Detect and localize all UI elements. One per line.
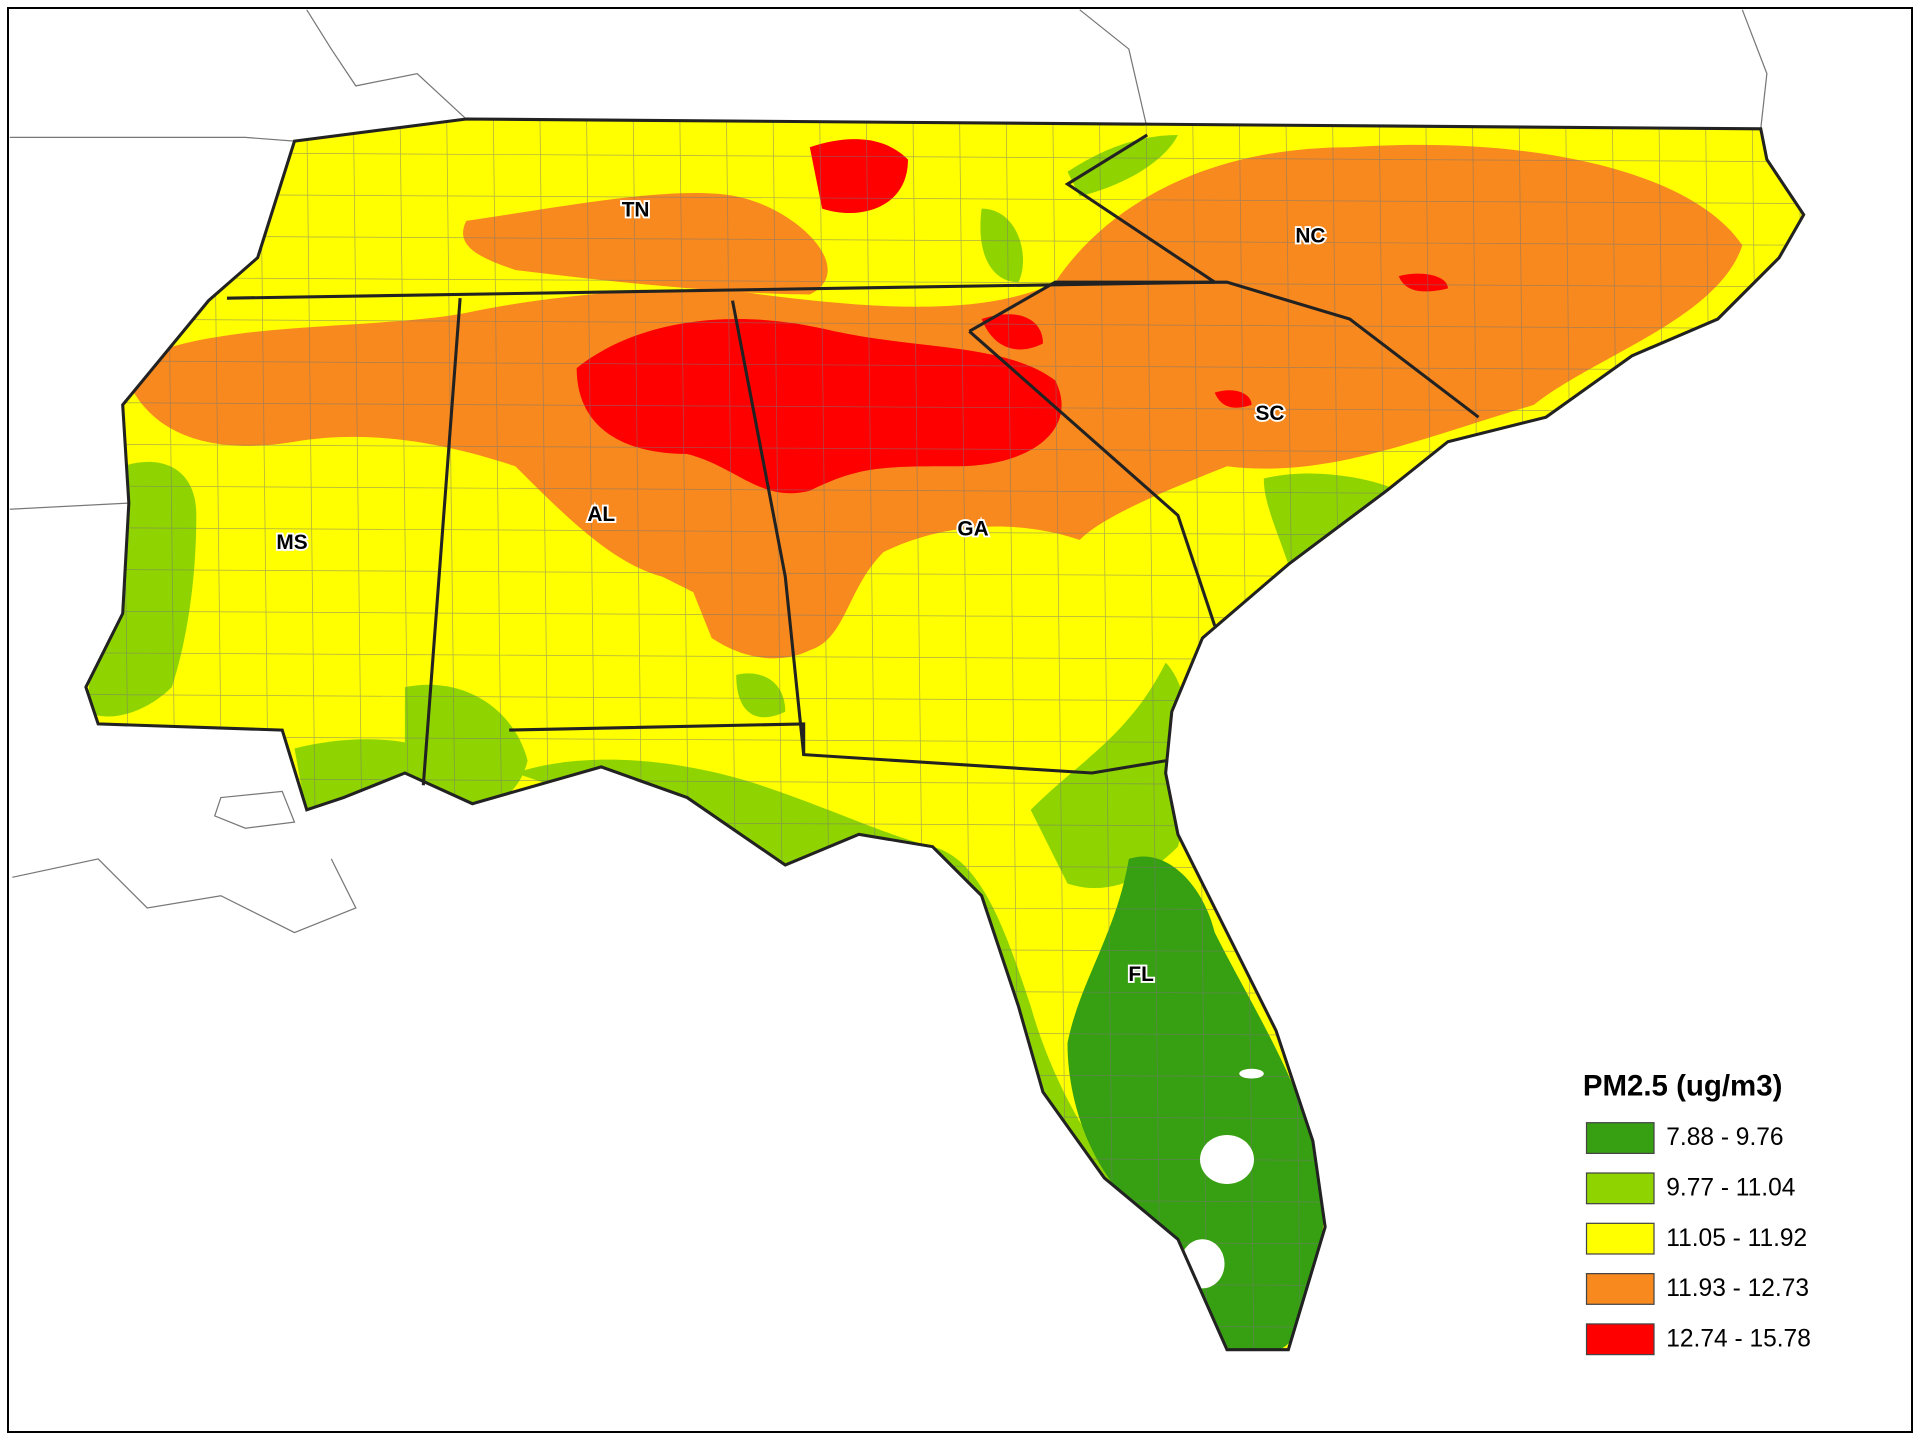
pm25-area	[1398, 273, 1448, 292]
pm25-area	[404, 684, 528, 810]
state-labels: TN NC MS AL GA SC FL	[275, 197, 1328, 988]
legend-swatch	[1585, 1122, 1655, 1154]
legend-swatch	[1585, 1172, 1655, 1205]
pm25-area	[1263, 473, 1399, 565]
state-label: GA	[957, 518, 988, 541]
pm25-area	[463, 192, 828, 295]
background-outlines	[9, 9, 1768, 934]
legend-label: 12.74 - 15.78	[1666, 1325, 1811, 1352]
state-label: MS	[276, 531, 307, 554]
legend: PM2.5 (ug/m3) 7.88 - 9.76 9.77 - 11.04 11.…	[1583, 1070, 1811, 1356]
legend-label: 11.05 - 11.92	[1666, 1225, 1807, 1252]
pm25-area	[809, 139, 908, 214]
legend-label: 9.77 - 11.04	[1666, 1174, 1795, 1201]
pm25-area	[1067, 134, 1178, 197]
state-label: SC	[1255, 402, 1284, 425]
legend-swatch	[1585, 1273, 1655, 1305]
legend-label: 11.93 - 12.73	[1666, 1275, 1809, 1302]
pm25-area	[1067, 856, 1326, 1350]
legend-title: PM2.5 (ug/m3)	[1583, 1070, 1783, 1103]
legend-label: 7.88 - 9.76	[1666, 1124, 1783, 1151]
pm25-area	[736, 673, 786, 718]
pm25-area	[576, 319, 1062, 494]
state-label: TN	[622, 199, 650, 222]
water-area	[1239, 1068, 1264, 1079]
water-area	[1200, 1134, 1254, 1185]
state-borders	[84, 117, 1806, 1352]
legend-swatch	[1585, 1323, 1655, 1356]
state-label: AL	[587, 503, 615, 526]
state-label: NC	[1295, 224, 1325, 247]
pm25-area	[1030, 662, 1192, 889]
legend-swatch	[1585, 1222, 1655, 1255]
pm25-area	[980, 208, 1024, 283]
pm25-area	[981, 314, 1043, 350]
state-label: FL	[1128, 963, 1154, 986]
